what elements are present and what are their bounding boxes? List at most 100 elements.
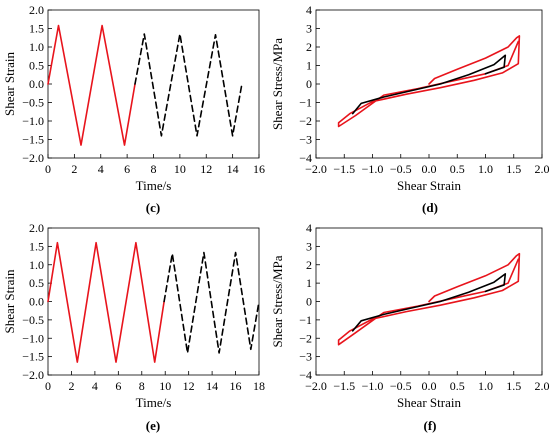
y-tick-label: 0.5 bbox=[29, 59, 44, 73]
x-tick: 0 bbox=[45, 162, 51, 176]
series-line-d-1 bbox=[351, 54, 507, 115]
x-tick: 0.0 bbox=[422, 162, 437, 176]
y-tick-label: 1.0 bbox=[29, 40, 44, 54]
x-tick-label: 14 bbox=[206, 379, 218, 393]
x-tick-label: 0.0 bbox=[422, 379, 437, 393]
y-tick: 4 bbox=[306, 3, 312, 17]
y-tick-label: 0.0 bbox=[29, 295, 44, 309]
x-tick-label: 0 bbox=[45, 379, 51, 393]
y-axis-label: Shear Stress/MPa bbox=[270, 255, 285, 347]
y-tick-label: −2.0 bbox=[22, 151, 44, 165]
y-tick: −1.5 bbox=[22, 133, 44, 147]
x-tick-label: 2 bbox=[68, 379, 74, 393]
y-tick-label: 4 bbox=[306, 221, 312, 235]
x-tick: −2.0 bbox=[305, 162, 327, 176]
x-tick-label: −0.5 bbox=[390, 162, 412, 176]
series-line-e-1 bbox=[163, 251, 260, 354]
y-tick-label: −1 bbox=[299, 96, 312, 110]
x-tick: 16 bbox=[253, 162, 265, 176]
y-tick: 3 bbox=[306, 239, 312, 253]
panel-label: (e) bbox=[146, 418, 160, 433]
x-tick-label: 6 bbox=[115, 379, 121, 393]
x-tick-label: −0.5 bbox=[390, 379, 412, 393]
y-tick: −0.5 bbox=[22, 313, 44, 327]
x-tick: 4 bbox=[92, 379, 98, 393]
x-tick-label: 0.5 bbox=[450, 162, 465, 176]
x-tick-label: 12 bbox=[200, 162, 212, 176]
x-tick: 0.5 bbox=[450, 162, 465, 176]
y-tick: −2.0 bbox=[22, 151, 44, 165]
y-tick-label: 3 bbox=[306, 22, 312, 36]
x-tick: −1.0 bbox=[362, 379, 384, 393]
y-tick-label: 2 bbox=[306, 258, 312, 272]
y-tick: −1 bbox=[299, 96, 312, 110]
x-tick: −1.0 bbox=[362, 162, 384, 176]
x-tick-label: 1.5 bbox=[506, 162, 521, 176]
y-tick-label: 0.0 bbox=[29, 77, 44, 91]
y-tick: 0.5 bbox=[29, 276, 44, 290]
x-tick-label: 16 bbox=[230, 379, 242, 393]
x-tick: −2.0 bbox=[305, 379, 327, 393]
x-tick: 1.0 bbox=[478, 162, 493, 176]
x-tick-label: 2 bbox=[71, 162, 77, 176]
y-tick-label: −2.0 bbox=[22, 368, 44, 382]
panel-label: (c) bbox=[146, 200, 160, 215]
y-tick: 4 bbox=[306, 221, 312, 235]
y-tick: −1.0 bbox=[22, 114, 44, 128]
y-tick: 2.0 bbox=[29, 3, 44, 17]
y-tick-label: 1.0 bbox=[29, 258, 44, 272]
x-tick: 12 bbox=[200, 162, 212, 176]
x-tick-label: 1.0 bbox=[478, 162, 493, 176]
y-tick-label: 0.5 bbox=[29, 276, 44, 290]
x-tick: 6 bbox=[115, 379, 121, 393]
y-tick-label: −1 bbox=[299, 313, 312, 327]
y-tick-label: −2 bbox=[299, 331, 312, 345]
y-tick: −2 bbox=[299, 331, 312, 345]
y-tick: −3 bbox=[299, 350, 312, 364]
x-tick-label: 1.5 bbox=[506, 379, 521, 393]
y-tick-label: −2 bbox=[299, 114, 312, 128]
y-tick: 2 bbox=[306, 258, 312, 272]
y-tick: −1.5 bbox=[22, 350, 44, 364]
x-tick: 2.0 bbox=[535, 379, 550, 393]
x-tick-label: 8 bbox=[139, 379, 145, 393]
y-tick-label: 4 bbox=[306, 3, 312, 17]
y-tick-label: 1.5 bbox=[29, 22, 44, 36]
y-axis-label: Shear Stress/MPa bbox=[270, 38, 285, 130]
x-tick: 4 bbox=[98, 162, 104, 176]
y-tick-label: 2.0 bbox=[29, 3, 44, 17]
y-tick-label: −3 bbox=[299, 350, 312, 364]
x-tick-label: 16 bbox=[253, 162, 265, 176]
series-line-c-0 bbox=[47, 24, 136, 146]
y-tick: 1 bbox=[306, 276, 312, 290]
y-axis-label: Shear Strain bbox=[2, 52, 17, 116]
x-axis-label: Shear Strain bbox=[397, 395, 461, 410]
x-tick-label: 18 bbox=[253, 379, 265, 393]
y-tick-label: −1.5 bbox=[22, 350, 44, 364]
series-line-e-0 bbox=[47, 241, 165, 363]
x-tick: −0.5 bbox=[390, 162, 412, 176]
y-tick: 1.5 bbox=[29, 239, 44, 253]
x-tick-label: 6 bbox=[124, 162, 130, 176]
y-tick-label: −4 bbox=[299, 151, 312, 165]
x-tick-label: 2.0 bbox=[535, 162, 550, 176]
y-tick-label: 0 bbox=[306, 77, 312, 91]
x-axis-label: Time/s bbox=[136, 178, 172, 193]
x-tick: 1.5 bbox=[506, 162, 521, 176]
series-line-f-0 bbox=[337, 252, 521, 346]
y-tick: 2 bbox=[306, 40, 312, 54]
y-tick-label: −1.0 bbox=[22, 331, 44, 345]
y-tick-label: 0 bbox=[306, 295, 312, 309]
x-tick-label: 0.0 bbox=[422, 162, 437, 176]
x-axis-label: Time/s bbox=[136, 395, 172, 410]
y-tick: −4 bbox=[299, 368, 312, 382]
x-tick: 1.0 bbox=[478, 379, 493, 393]
x-tick: 14 bbox=[227, 162, 239, 176]
x-tick: 0.0 bbox=[422, 379, 437, 393]
x-tick-label: −1.0 bbox=[362, 379, 384, 393]
y-tick: 1.0 bbox=[29, 258, 44, 272]
x-tick-label: 4 bbox=[98, 162, 104, 176]
y-tick-label: −1.0 bbox=[22, 114, 44, 128]
y-tick: 0.0 bbox=[29, 77, 44, 91]
